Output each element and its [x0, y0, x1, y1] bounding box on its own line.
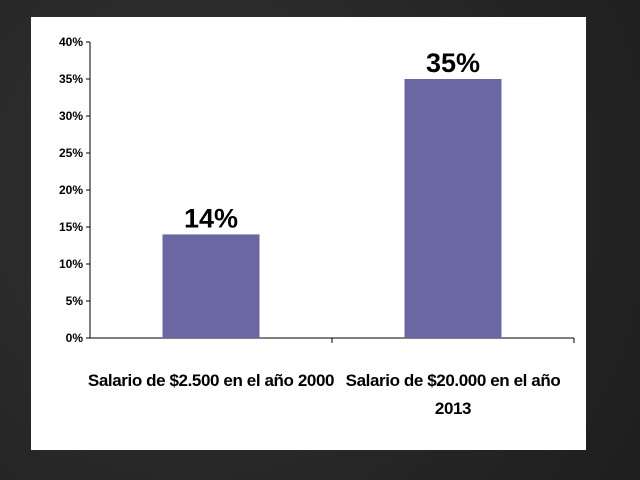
y-tick-label: 15% [59, 220, 83, 234]
category-label-0: Salario de $2.500 en el año 2000 [87, 371, 335, 390]
bar-chart: 0% 5% 10% 15% 20% 25% 30% 35% 40% 14% 35% [59, 35, 575, 345]
y-tick-label: 5% [66, 294, 84, 308]
category-label-1: Salario de $20.000 en el año 2013 [345, 371, 561, 418]
y-tick-label: 0% [66, 331, 84, 345]
y-tick-label: 25% [59, 146, 83, 160]
y-tick-label: 30% [59, 109, 83, 123]
y-tick-label: 35% [59, 72, 83, 86]
bar-0 [162, 234, 260, 338]
y-tick-label: 20% [59, 183, 83, 197]
y-tick-label: 10% [59, 257, 83, 271]
data-label-1: 35% [426, 48, 480, 78]
bar-1 [404, 79, 502, 338]
y-tick-label: 40% [59, 35, 83, 49]
data-label-0: 14% [184, 203, 238, 233]
chart-panel: 0% 5% 10% 15% 20% 25% 30% 35% 40% 14% 35% Salario … [31, 17, 586, 450]
